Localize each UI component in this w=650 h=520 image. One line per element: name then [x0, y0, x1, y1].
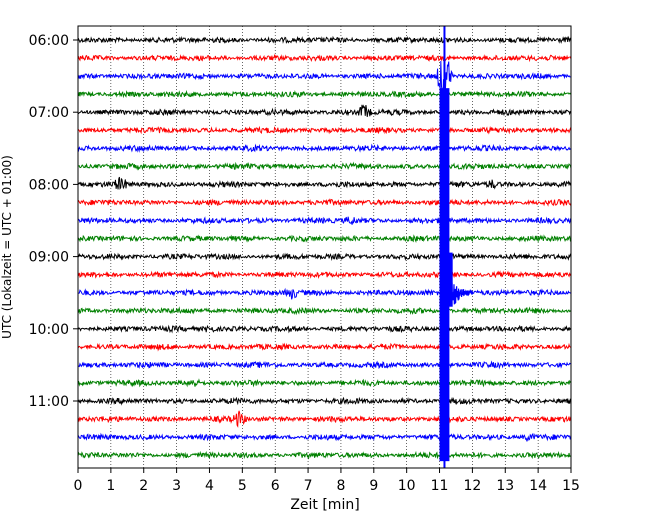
y-tick-label: 10:00 — [29, 322, 69, 338]
x-tick-label: 4 — [205, 478, 214, 494]
x-tick-label: 13 — [496, 478, 514, 494]
plot-background — [78, 26, 571, 468]
seismic-traces — [77, 35, 572, 460]
y-tick-label: 09:00 — [29, 250, 69, 266]
trace-1045 — [77, 378, 572, 388]
trace-0845 — [77, 234, 572, 244]
y-axis-label: UTC (Lokalzeit = UTC + 01:00) — [0, 155, 14, 339]
x-tick-label: 11 — [431, 478, 449, 494]
trace-1115 — [77, 410, 572, 428]
y-tick-label: 08:00 — [29, 177, 69, 193]
y-tick-label: 07:00 — [29, 105, 69, 121]
trace-1130 — [77, 432, 572, 442]
x-tick-label: 0 — [74, 478, 83, 494]
trace-1030 — [77, 360, 572, 370]
x-tick-label: 5 — [238, 478, 247, 494]
trace-1100 — [77, 396, 572, 406]
earthquake-signal — [439, 26, 473, 468]
quake-peak-bulge — [439, 252, 453, 307]
x-tick-label: 9 — [369, 478, 378, 494]
trace-0615 — [77, 53, 572, 63]
trace-1145 — [77, 450, 572, 460]
trace-0630 — [77, 61, 572, 112]
trace-0915 — [77, 270, 572, 280]
x-tick-label: 8 — [336, 478, 345, 494]
x-tick-label: 6 — [271, 478, 280, 494]
trace-0930 — [77, 287, 572, 300]
trace-0900 — [77, 252, 572, 262]
trace-0730 — [77, 143, 572, 153]
x-tick-label: 3 — [172, 478, 181, 494]
x-tick-label: 15 — [562, 478, 580, 494]
x-tick-label: 1 — [106, 478, 115, 494]
trace-0815 — [77, 198, 572, 207]
trace-0715 — [77, 125, 572, 135]
y-tick-label: 11:00 — [29, 394, 69, 410]
x-tick-label: 12 — [463, 478, 481, 494]
trace-0830 — [77, 216, 572, 225]
x-tick-label: 10 — [398, 478, 416, 494]
x-axis-label: Zeit [min] — [290, 497, 359, 513]
trace-0745 — [77, 161, 572, 171]
trace-0800 — [77, 176, 572, 190]
trace-0700 — [77, 104, 572, 117]
y-axis-ticks: 06:00 07:00 08:00 09:00 10:00 11:00 — [29, 33, 78, 410]
trace-0600 — [77, 35, 572, 45]
plot-frame — [77, 25, 572, 469]
x-axis-ticks: 0 1 2 3 4 5 6 7 8 9 10 11 12 13 14 15 — [74, 468, 580, 494]
x-tick-label: 2 — [139, 478, 148, 494]
y-tick-label: 06:00 — [29, 33, 69, 49]
x-tick-label: 7 — [304, 478, 313, 494]
x-tick-label: 14 — [529, 478, 547, 494]
trace-1000 — [77, 324, 572, 334]
trace-0945 — [77, 306, 572, 316]
trace-0645 — [77, 89, 572, 99]
trace-1015 — [77, 342, 572, 352]
